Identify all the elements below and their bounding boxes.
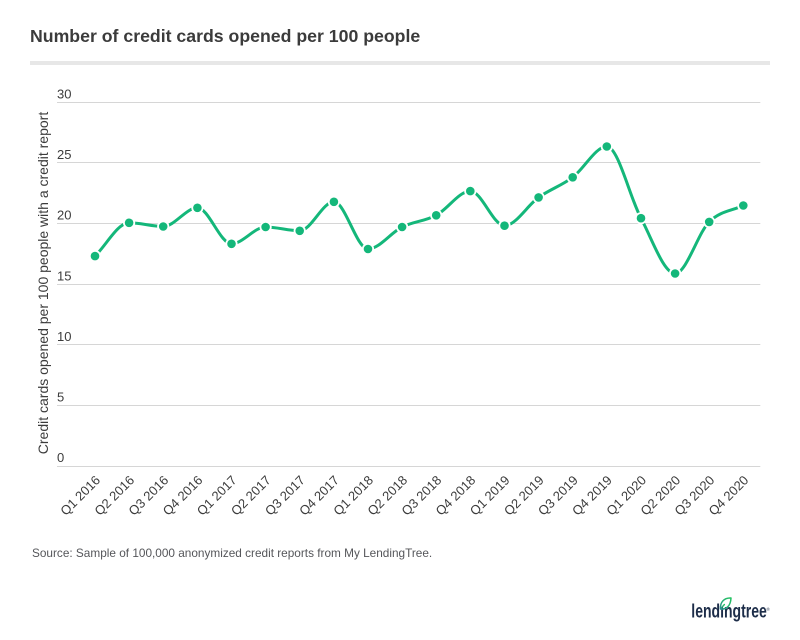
svg-text:25: 25 <box>57 147 71 162</box>
svg-text:®: ® <box>767 606 771 612</box>
svg-text:lendıngtree: lendıngtree <box>691 601 767 623</box>
svg-text:15: 15 <box>57 268 71 283</box>
svg-text:0: 0 <box>57 450 64 465</box>
svg-text:5: 5 <box>57 390 64 405</box>
svg-text:Credit cards opened per 100 pe: Credit cards opened per 100 people with … <box>35 112 51 455</box>
svg-text:20: 20 <box>57 208 71 223</box>
svg-text:10: 10 <box>57 329 71 344</box>
svg-text:30: 30 <box>57 86 71 101</box>
